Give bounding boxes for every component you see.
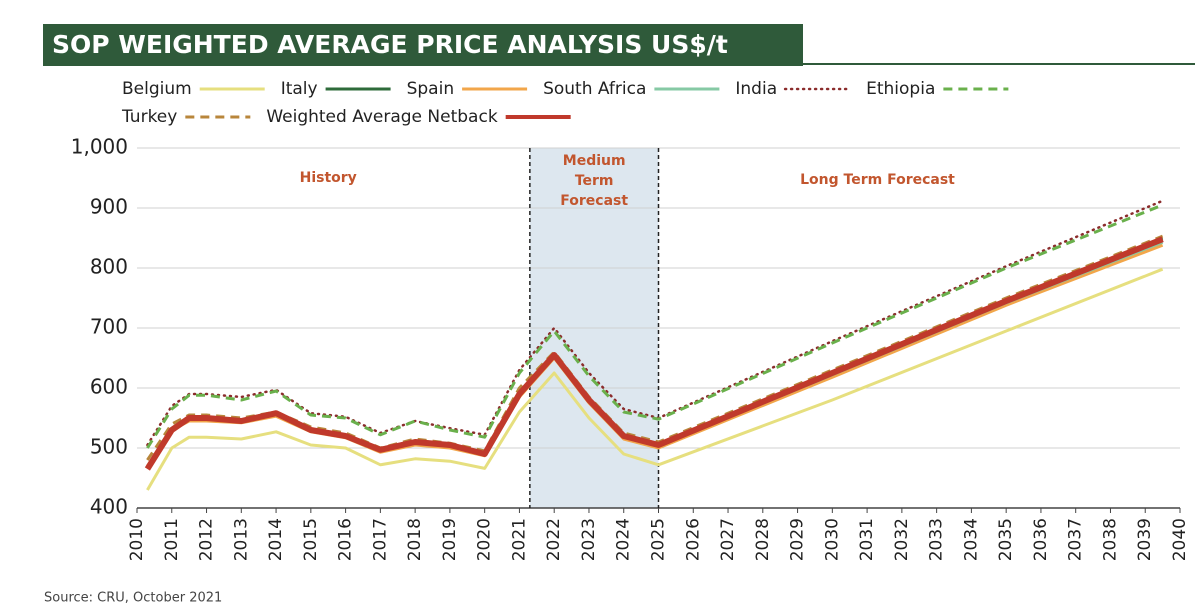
- legend-label: Turkey: [121, 107, 177, 127]
- annotation: Term: [575, 173, 614, 189]
- x-tick-label: 2022: [544, 518, 564, 561]
- y-tick-label: 400: [90, 495, 128, 519]
- x-tick-label: 2023: [579, 518, 599, 561]
- annotation: Medium: [563, 153, 626, 169]
- y-tick-label: 700: [90, 315, 128, 339]
- legend-label: India: [735, 79, 777, 99]
- title-box: [43, 24, 803, 66]
- legend-label: Weighted Average Netback: [266, 107, 497, 127]
- x-tick-label: 2034: [961, 518, 981, 561]
- x-tick-label: 2016: [336, 518, 356, 561]
- x-tick-label: 2014: [266, 518, 286, 561]
- x-tick-label: 2021: [509, 518, 529, 561]
- x-tick-label: 2039: [1135, 518, 1155, 561]
- x-tick-label: 2019: [440, 518, 460, 561]
- x-tick-label: 2025: [649, 518, 669, 561]
- x-tick-label: 2013: [231, 518, 251, 561]
- y-tick-label: 800: [90, 255, 128, 279]
- x-tick-label: 2028: [753, 518, 773, 561]
- x-tick-label: 2027: [718, 518, 738, 561]
- legend-label: Spain: [407, 79, 455, 99]
- legend-label: Belgium: [122, 79, 192, 99]
- y-tick-label: 900: [90, 195, 128, 219]
- x-tick-label: 2037: [1066, 518, 1086, 561]
- x-tick-label: 2032: [892, 518, 912, 561]
- series-line: [144, 236, 1164, 471]
- x-tick-label: 2038: [1100, 518, 1120, 561]
- legend-label: Ethiopia: [866, 79, 935, 99]
- series-line: [146, 203, 1164, 449]
- x-tick-label: 2015: [301, 518, 321, 561]
- legend-label: South Africa: [543, 79, 646, 99]
- source: Source: CRU, October 2021: [44, 591, 222, 606]
- y-tick-label: 500: [90, 435, 128, 459]
- series-line: [146, 267, 1164, 491]
- annotation: Long Term Forecast: [800, 172, 955, 188]
- x-tick-label: 2011: [162, 518, 182, 561]
- legend-label: Italy: [281, 79, 318, 99]
- x-tick-label: 2026: [683, 518, 703, 561]
- x-tick-label: 2017: [370, 518, 390, 561]
- x-tick-label: 2040: [1170, 518, 1190, 561]
- x-tick-label: 2035: [996, 518, 1016, 561]
- x-tick-label: 2031: [857, 518, 877, 561]
- annotation: History: [300, 170, 357, 186]
- x-tick-label: 2010: [127, 518, 147, 561]
- x-tick-label: 2024: [614, 518, 634, 561]
- x-tick-label: 2020: [475, 518, 495, 561]
- x-tick-label: 2030: [822, 518, 842, 561]
- y-tick-label: 1,000: [71, 135, 128, 159]
- x-tick-label: 2018: [405, 518, 425, 561]
- chart-title: SOP WEIGHTED AVERAGE PRICE ANALYSIS US$/…: [52, 30, 728, 59]
- x-tick-label: 2012: [197, 518, 217, 561]
- x-tick-label: 2033: [927, 518, 947, 561]
- y-tick-label: 600: [90, 375, 128, 399]
- annotation: Forecast: [560, 193, 628, 209]
- x-tick-label: 2029: [788, 518, 808, 561]
- x-tick-label: 2036: [1031, 518, 1051, 561]
